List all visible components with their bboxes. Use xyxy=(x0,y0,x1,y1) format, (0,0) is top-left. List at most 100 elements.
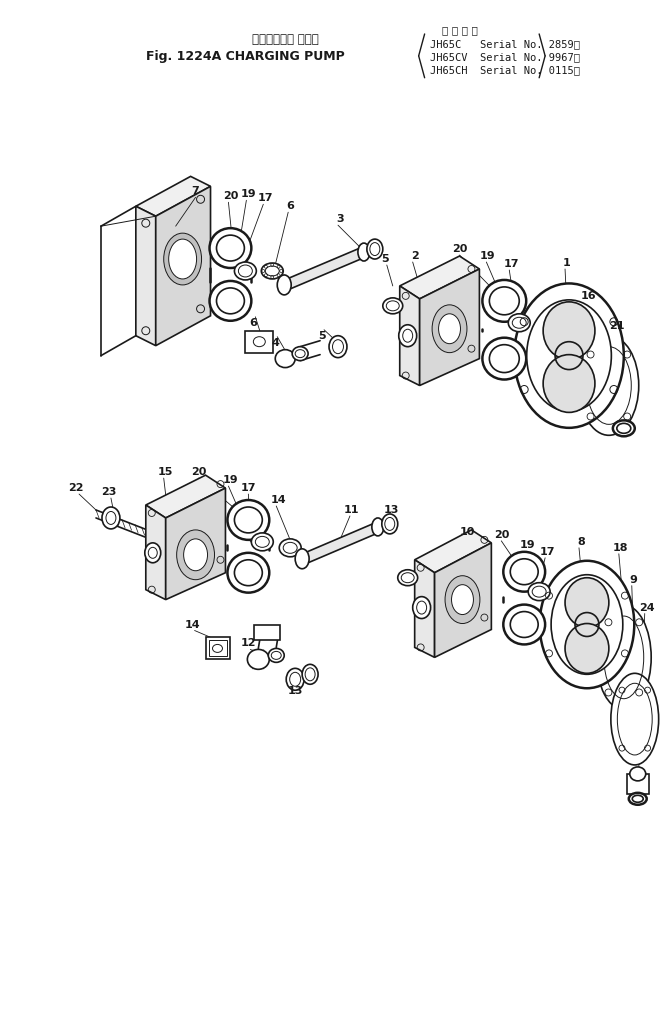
Ellipse shape xyxy=(302,665,318,684)
Text: 19: 19 xyxy=(480,251,495,261)
Text: 17: 17 xyxy=(241,483,256,493)
Ellipse shape xyxy=(216,288,245,314)
Ellipse shape xyxy=(210,281,251,321)
Polygon shape xyxy=(146,505,166,600)
Ellipse shape xyxy=(597,605,651,709)
Bar xyxy=(206,637,230,660)
Text: 18: 18 xyxy=(613,543,628,553)
Ellipse shape xyxy=(367,240,383,259)
Text: 14: 14 xyxy=(270,495,286,505)
Polygon shape xyxy=(136,206,156,346)
Polygon shape xyxy=(419,269,479,386)
Text: JH65CH  Serial No. 0115～: JH65CH Serial No. 0115～ xyxy=(429,65,580,75)
Ellipse shape xyxy=(611,673,659,765)
Text: 20: 20 xyxy=(222,191,238,201)
Ellipse shape xyxy=(276,349,295,367)
Text: 17: 17 xyxy=(257,193,273,203)
Text: 20: 20 xyxy=(452,244,467,254)
Ellipse shape xyxy=(227,500,269,540)
Polygon shape xyxy=(435,543,491,658)
Text: 15: 15 xyxy=(158,467,173,477)
Ellipse shape xyxy=(169,240,197,279)
Ellipse shape xyxy=(235,508,262,533)
Text: 19: 19 xyxy=(241,190,256,199)
Text: 6: 6 xyxy=(249,318,257,328)
Ellipse shape xyxy=(489,287,519,315)
Polygon shape xyxy=(282,248,368,289)
Text: 8: 8 xyxy=(577,537,585,547)
Text: 19: 19 xyxy=(222,475,239,485)
Polygon shape xyxy=(400,286,419,386)
Ellipse shape xyxy=(329,336,347,357)
Ellipse shape xyxy=(527,299,612,411)
Polygon shape xyxy=(415,530,491,572)
Ellipse shape xyxy=(292,347,308,360)
Ellipse shape xyxy=(543,354,595,412)
Ellipse shape xyxy=(452,585,474,614)
Ellipse shape xyxy=(183,539,208,570)
Ellipse shape xyxy=(210,228,251,268)
Text: 10: 10 xyxy=(460,527,475,537)
Ellipse shape xyxy=(247,650,269,669)
Ellipse shape xyxy=(383,297,403,314)
Ellipse shape xyxy=(239,265,253,277)
Ellipse shape xyxy=(177,530,214,580)
Ellipse shape xyxy=(579,336,639,435)
Ellipse shape xyxy=(382,514,398,534)
Text: 11: 11 xyxy=(344,505,360,515)
Ellipse shape xyxy=(144,543,161,562)
Text: 1: 1 xyxy=(563,258,571,268)
Ellipse shape xyxy=(295,549,309,568)
Ellipse shape xyxy=(432,304,467,352)
Text: 20: 20 xyxy=(191,467,206,477)
Text: 12: 12 xyxy=(241,638,256,649)
Ellipse shape xyxy=(629,793,646,805)
Ellipse shape xyxy=(261,263,283,279)
Ellipse shape xyxy=(543,301,595,359)
Polygon shape xyxy=(415,560,435,658)
Ellipse shape xyxy=(235,262,256,280)
Ellipse shape xyxy=(617,423,631,433)
Ellipse shape xyxy=(630,767,646,781)
Text: JH65C   Serial No. 2859～: JH65C Serial No. 2859～ xyxy=(429,39,580,49)
Ellipse shape xyxy=(216,235,245,261)
Ellipse shape xyxy=(551,574,623,674)
Text: 24: 24 xyxy=(639,603,655,613)
Ellipse shape xyxy=(413,597,431,618)
Bar xyxy=(208,640,227,657)
Text: 13: 13 xyxy=(384,505,399,515)
Text: 9: 9 xyxy=(630,574,638,585)
Ellipse shape xyxy=(372,518,384,536)
Text: 14: 14 xyxy=(185,619,200,629)
Bar xyxy=(627,773,648,794)
Text: 22: 22 xyxy=(69,483,84,493)
Text: 17: 17 xyxy=(540,547,555,557)
Ellipse shape xyxy=(445,576,480,623)
Ellipse shape xyxy=(482,280,526,322)
Polygon shape xyxy=(156,187,210,346)
Text: チャージング ポンプ: チャージング ポンプ xyxy=(252,33,319,47)
Text: Fig. 1224A CHARGING PUMP: Fig. 1224A CHARGING PUMP xyxy=(146,51,345,63)
Ellipse shape xyxy=(280,539,301,557)
Ellipse shape xyxy=(510,612,538,637)
Ellipse shape xyxy=(235,560,262,586)
Text: 23: 23 xyxy=(101,487,117,497)
Ellipse shape xyxy=(286,668,304,690)
Polygon shape xyxy=(146,475,226,518)
Ellipse shape xyxy=(398,325,417,347)
Text: 5: 5 xyxy=(381,254,388,264)
Ellipse shape xyxy=(164,233,202,285)
Ellipse shape xyxy=(268,649,284,663)
Ellipse shape xyxy=(565,623,609,673)
Text: 7: 7 xyxy=(192,187,200,196)
Ellipse shape xyxy=(102,508,120,529)
Text: 4: 4 xyxy=(271,338,279,348)
Text: 21: 21 xyxy=(609,321,624,331)
Ellipse shape xyxy=(528,583,550,601)
Ellipse shape xyxy=(514,283,624,428)
Bar xyxy=(254,624,280,640)
Text: 13: 13 xyxy=(288,686,303,696)
Ellipse shape xyxy=(503,605,545,645)
Ellipse shape xyxy=(510,559,538,585)
Polygon shape xyxy=(400,256,479,298)
